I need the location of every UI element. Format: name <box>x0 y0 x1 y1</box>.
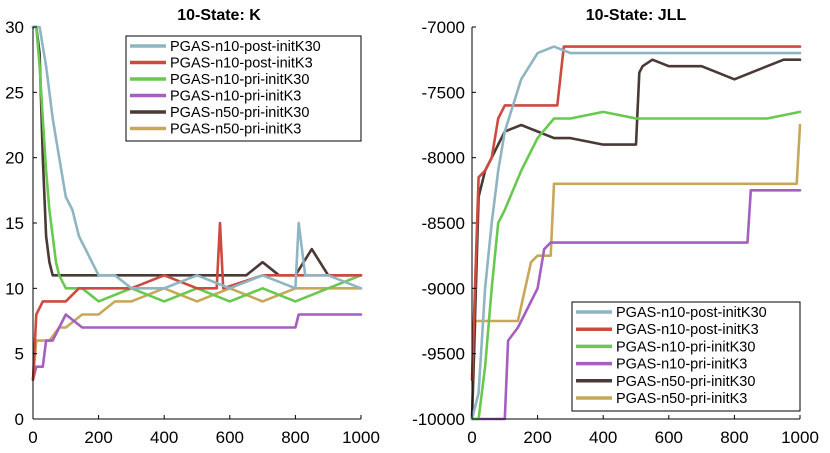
chart-k-legend-label: PGAS-n10-post-initK30 <box>170 39 321 55</box>
chart-k-x-tick-label: 200 <box>84 428 112 447</box>
chart-jll-legend-label: PGAS-n10-post-initK30 <box>616 305 767 321</box>
chart-jll-series-line-1 <box>470 45 802 382</box>
chart-jll-x-tick-label: 0 <box>467 428 476 447</box>
chart-jll-y-tick-label: -10000 <box>412 410 465 429</box>
chart-k-x-tick-label: 400 <box>150 428 178 447</box>
chart-jll-title: 10-State: JLL <box>586 7 687 24</box>
chart-jll-y-ticks: -10000 -9500 -9000 -8500 -8000 -7500 -7000 <box>412 18 476 429</box>
chart-jll-x-ticks: 0 200 400 600 800 1000 <box>467 415 819 447</box>
chart-k-series-group <box>31 25 363 382</box>
chart-k-y-tick-label: 0 <box>15 410 24 429</box>
chart-jll-x-tick-label: 400 <box>589 428 617 447</box>
chart-jll-y-tick-label: -8000 <box>422 149 465 168</box>
chart-jll-x-tick-label: 1000 <box>781 428 819 447</box>
chart-k-x-tick-label: 600 <box>216 428 244 447</box>
chart-k-y-tick-label: 5 <box>15 345 24 364</box>
chart-jll-y-tick-label: -7000 <box>422 18 465 37</box>
chart-k-x-tick-label: 1000 <box>342 428 380 447</box>
chart-k-y-tick-label: 25 <box>5 83 24 102</box>
chart-jll-x-tick-label: 600 <box>655 428 683 447</box>
chart-jll: 10-State: JLL 0 200 400 600 800 1000 -10000 -9… <box>412 7 819 447</box>
chart-k-y-tick-label: 15 <box>5 214 24 233</box>
chart-jll-series-line-0 <box>470 45 802 421</box>
chart-jll-legend-box <box>571 301 801 412</box>
chart-jll-y-tick-label: -7500 <box>422 83 465 102</box>
chart-jll-series-line-3 <box>470 189 802 421</box>
chart-jll-legend-label: PGAS-n10-post-initK3 <box>616 322 759 338</box>
chart-jll-series-group <box>470 45 802 421</box>
chart-jll-legend: PGAS-n10-post-initK30PGAS-n10-post-initK… <box>571 301 801 412</box>
chart-k-legend-label: PGAS-n50-pri-initK3 <box>170 122 301 138</box>
chart-k-x-ticks: 0 200 400 600 800 1000 <box>28 415 380 447</box>
chart-k-legend-label: PGAS-n10-post-initK3 <box>170 56 313 72</box>
chart-k-series-line-2 <box>31 25 363 303</box>
chart-jll-legend-label: PGAS-n10-pri-initK3 <box>616 357 747 373</box>
chart-jll-legend-label: PGAS-n50-pri-initK30 <box>616 374 755 390</box>
chart-k-x-tick-label: 800 <box>281 428 309 447</box>
chart-jll-series-line-4 <box>470 58 802 421</box>
chart-jll-y-tick-label: -9000 <box>422 279 465 298</box>
chart-k-series-line-0 <box>31 25 363 290</box>
chart-k-y-tick-label: 30 <box>5 18 24 37</box>
chart-k-legend-label: PGAS-n50-pri-initK30 <box>170 105 309 121</box>
chart-k-legend-label: PGAS-n10-pri-initK30 <box>170 72 309 88</box>
chart-jll-x-tick-label: 200 <box>523 428 551 447</box>
chart-k-y-tick-label: 20 <box>5 149 24 168</box>
chart-k-legend-box <box>125 35 362 142</box>
chart-k-title: 10-State: K <box>177 7 261 24</box>
chart-k-legend: PGAS-n10-post-initK30PGAS-n10-post-initK… <box>125 35 362 142</box>
chart-k-legend-label: PGAS-n10-pri-initK3 <box>170 89 301 105</box>
chart-jll-x-tick-label: 800 <box>720 428 748 447</box>
chart-k-series-line-3 <box>31 313 363 382</box>
chart-k-y-ticks: 0 5 10 15 20 25 30 <box>5 18 37 429</box>
chart-jll-series-line-2 <box>470 110 802 421</box>
chart-k-x-tick-label: 0 <box>28 428 37 447</box>
chart-k-series-line-1 <box>31 221 363 382</box>
chart-jll-legend-label: PGAS-n50-pri-initK3 <box>616 391 747 407</box>
chart-k-y-tick-label: 10 <box>5 279 24 298</box>
chart-jll-legend-label: PGAS-n10-pri-initK30 <box>616 339 755 355</box>
chart-k: 10-State: K 0 200 400 600 800 1000 0 5 10 15 20 25… <box>5 7 380 447</box>
chart-jll-y-tick-label: -8500 <box>422 214 465 233</box>
chart-jll-y-tick-label: -9500 <box>422 345 465 364</box>
